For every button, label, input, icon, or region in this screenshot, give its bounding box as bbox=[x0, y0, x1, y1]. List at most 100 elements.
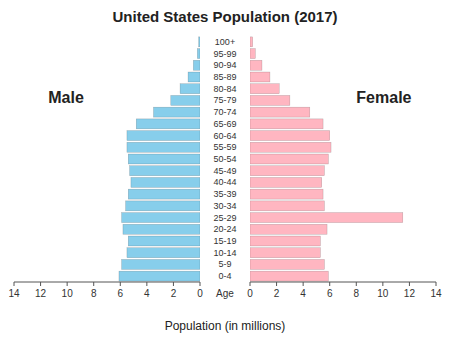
y-tick-label: 15-19 bbox=[213, 236, 236, 246]
x-tick-label: 2 bbox=[274, 288, 280, 299]
x-tick bbox=[436, 282, 437, 286]
bars bbox=[250, 37, 403, 281]
bar bbox=[250, 142, 331, 152]
x-tick-label: 8 bbox=[91, 288, 97, 299]
bar bbox=[250, 154, 328, 164]
y-tick-label: 0-4 bbox=[218, 271, 231, 281]
x-tick bbox=[250, 282, 251, 286]
x-tick-label: 10 bbox=[377, 288, 389, 299]
x-tick bbox=[276, 282, 277, 286]
bar bbox=[250, 224, 327, 234]
x-tick-label: 8 bbox=[354, 288, 360, 299]
bar bbox=[250, 213, 403, 223]
x-tick-label: 6 bbox=[118, 288, 124, 299]
y-axis-label: Age bbox=[216, 288, 234, 299]
bar bbox=[127, 248, 200, 258]
bar bbox=[250, 107, 310, 117]
x-tick bbox=[93, 282, 94, 286]
bar bbox=[128, 189, 200, 199]
x-tick-label: 12 bbox=[35, 288, 47, 299]
x-axis-line bbox=[14, 282, 200, 283]
bar bbox=[128, 154, 200, 164]
bar bbox=[250, 201, 324, 211]
x-tick-label: 4 bbox=[144, 288, 150, 299]
bar bbox=[250, 248, 320, 258]
x-tick bbox=[67, 282, 68, 286]
bar bbox=[131, 177, 200, 187]
bars bbox=[119, 37, 200, 281]
x-tick-label: 14 bbox=[8, 288, 20, 299]
x-tick-label: 12 bbox=[404, 288, 416, 299]
x-tick-label: 10 bbox=[62, 288, 74, 299]
bar bbox=[188, 72, 200, 82]
x-tick bbox=[329, 282, 330, 286]
bar bbox=[250, 166, 324, 176]
bar bbox=[250, 84, 279, 94]
bar bbox=[126, 201, 200, 211]
x-axis-line bbox=[250, 282, 436, 283]
y-tick-label: 65-69 bbox=[213, 119, 236, 129]
bar bbox=[193, 60, 200, 70]
bar bbox=[130, 166, 200, 176]
y-tick-label: 5-9 bbox=[218, 259, 231, 269]
series-label: Female bbox=[356, 89, 411, 106]
x-tick-label: 6 bbox=[327, 288, 333, 299]
x-tick bbox=[14, 282, 15, 286]
y-tick-label: 60-64 bbox=[213, 131, 236, 141]
bar bbox=[250, 236, 320, 246]
x-tick bbox=[409, 282, 410, 286]
bar bbox=[250, 60, 262, 70]
bar bbox=[123, 224, 200, 234]
bar bbox=[122, 259, 200, 269]
bar bbox=[154, 107, 201, 117]
y-tick-label: 25-29 bbox=[213, 213, 236, 223]
y-tick-label: 10-14 bbox=[213, 248, 236, 258]
x-tick bbox=[40, 282, 41, 286]
bar bbox=[250, 259, 324, 269]
bar bbox=[199, 37, 200, 47]
y-tick-label: 20-24 bbox=[213, 224, 236, 234]
title: United States Population (2017) bbox=[112, 8, 337, 25]
x-tick bbox=[303, 282, 304, 286]
bar bbox=[250, 95, 290, 105]
y-tick-label: 55-59 bbox=[213, 142, 236, 152]
bar bbox=[250, 72, 270, 82]
x-tick-label: 0 bbox=[247, 288, 253, 299]
y-tick-label: 40-44 bbox=[213, 177, 236, 187]
bar bbox=[250, 131, 330, 141]
y-tick-label: 70-74 bbox=[213, 107, 236, 117]
x-tick bbox=[382, 282, 383, 286]
bar bbox=[250, 189, 323, 199]
x-tick-label: 14 bbox=[430, 288, 442, 299]
y-tick-label: 90-94 bbox=[213, 60, 236, 70]
x-tick bbox=[200, 282, 201, 286]
bar bbox=[127, 142, 200, 152]
bar bbox=[122, 213, 200, 223]
bar bbox=[250, 37, 253, 47]
x-tick bbox=[146, 282, 147, 286]
x-tick bbox=[356, 282, 357, 286]
bar bbox=[127, 131, 200, 141]
series-label: Male bbox=[48, 89, 84, 106]
bar bbox=[250, 177, 322, 187]
bar bbox=[250, 271, 328, 281]
y-tick-label: 50-54 bbox=[213, 154, 236, 164]
y-tick-label: 85-89 bbox=[213, 72, 236, 82]
y-tick-label: 45-49 bbox=[213, 166, 236, 176]
x-tick-label: 2 bbox=[171, 288, 177, 299]
y-tick-label: 30-34 bbox=[213, 201, 236, 211]
bar bbox=[197, 49, 200, 59]
y-tick-label: 100+ bbox=[215, 37, 235, 47]
x-axis-label: Population (in millions) bbox=[165, 319, 286, 333]
x-tick-label: 4 bbox=[300, 288, 306, 299]
bar bbox=[250, 49, 255, 59]
y-tick-label: 75-79 bbox=[213, 95, 236, 105]
y-tick-label: 35-39 bbox=[213, 189, 236, 199]
bar bbox=[171, 95, 200, 105]
x-tick-label: 0 bbox=[197, 288, 203, 299]
chart: United States Population (2017) 0 2 4 6 8 10 12… bbox=[0, 0, 450, 338]
bar bbox=[128, 236, 200, 246]
x-tick bbox=[173, 282, 174, 286]
x-tick bbox=[120, 282, 121, 286]
bar bbox=[250, 119, 323, 129]
